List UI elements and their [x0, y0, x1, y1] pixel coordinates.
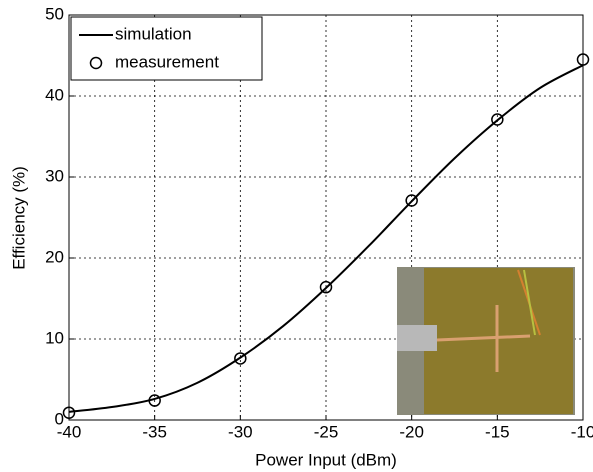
y-tick-label: 30	[45, 166, 64, 185]
x-axis-label: Power Input (dBm)	[255, 450, 397, 469]
y-tick-label: 20	[45, 247, 64, 266]
legend-label: simulation	[115, 24, 192, 43]
x-tick-label: -35	[142, 422, 167, 441]
x-tick-label: -15	[485, 422, 510, 441]
measurement-marker	[234, 352, 247, 365]
legend-label: measurement	[115, 52, 219, 71]
measurement-marker	[148, 394, 161, 407]
measurement-marker	[62, 406, 76, 419]
legend-box	[70, 16, 263, 81]
measurement-marker	[491, 113, 504, 126]
y-axis-label: Efficiency (%)	[9, 166, 28, 270]
y-tick-label: 0	[55, 409, 64, 428]
y-tick-label: 50	[45, 4, 64, 23]
measurement-marker	[405, 194, 418, 207]
measurement-marker	[576, 53, 590, 66]
plot-frame	[68, 14, 584, 421]
legend: simulation measurement	[70, 16, 263, 81]
inset-photo	[397, 267, 575, 415]
x-tick-label: -40	[57, 422, 82, 441]
x-tick-label: -30	[228, 422, 253, 441]
y-tick-label: 40	[45, 85, 64, 104]
x-tick-label: -25	[314, 422, 339, 441]
x-tick-label: -20	[399, 422, 424, 441]
x-tick-label: -10	[571, 422, 593, 441]
measurement-marker	[319, 280, 333, 294]
legend-marker	[89, 56, 103, 70]
y-tick-label: 10	[45, 328, 64, 347]
simulation-line	[68, 64, 584, 413]
